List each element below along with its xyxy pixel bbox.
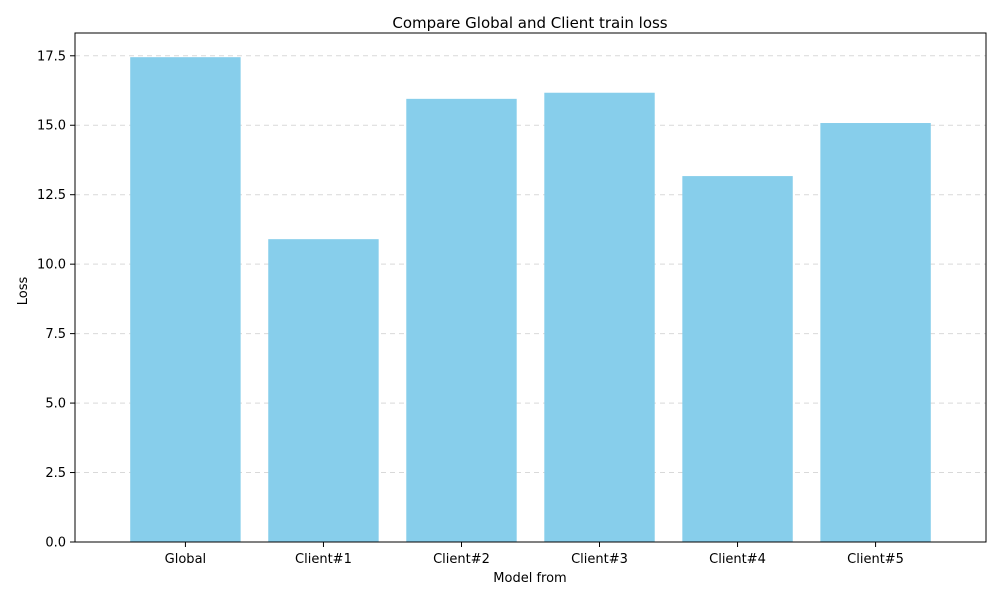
y-tick-label: 2.5 — [45, 466, 66, 481]
bar — [820, 123, 931, 542]
ticks: 0.0 2.5 5.0 7.5 10.0 12.5 15.0 17.5 Global Client… — [37, 49, 904, 567]
x-tick-label: Client#1 — [295, 552, 352, 567]
y-tick-label: 12.5 — [37, 188, 66, 203]
x-tick-label: Client#5 — [847, 552, 904, 567]
y-tick-label: 5.0 — [45, 397, 66, 412]
y-tick-label: 0.0 — [45, 536, 66, 551]
x-tick-label: Client#2 — [433, 552, 490, 567]
x-tick-label: Global — [165, 552, 206, 567]
x-tick-label: Client#4 — [709, 552, 766, 567]
y-tick-label: 7.5 — [45, 327, 66, 342]
chart-title: Compare Global and Client train loss — [392, 14, 667, 32]
bar — [406, 98, 517, 542]
y-tick-label: 10.0 — [37, 258, 66, 273]
plot-frame — [74, 32, 987, 543]
bar — [544, 92, 655, 542]
y-tick-label: 17.5 — [37, 49, 66, 64]
axes — [74, 32, 987, 543]
x-tick-label: Client#3 — [571, 552, 628, 567]
x-axis-label: Model from — [493, 571, 566, 586]
y-tick-label: 15.0 — [37, 119, 66, 134]
bars — [130, 57, 931, 543]
bar — [268, 239, 379, 542]
bar — [130, 57, 241, 543]
bar — [682, 176, 793, 542]
y-axis-label: Loss — [16, 277, 31, 306]
